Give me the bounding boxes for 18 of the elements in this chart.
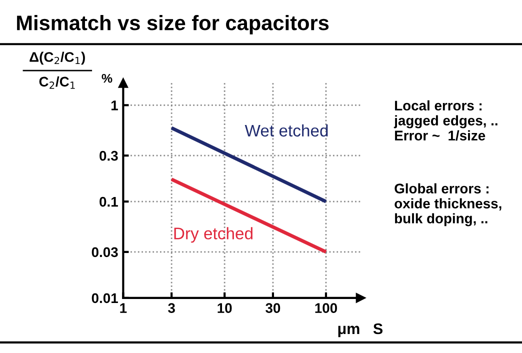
y-tick-label: 1 (111, 100, 118, 110)
x-axis-title: μm S (338, 323, 383, 338)
y-tick-label: 0.03 (92, 247, 118, 258)
series-label: Wet etched (244, 124, 328, 137)
x-tick-label: 100 (315, 303, 337, 313)
text: Global errors : oxide thickness, bulk doping, .. (394, 183, 502, 226)
x-tick-label: 10 (218, 303, 232, 313)
text: Local errors : jagged edges, .. Error ~ 1/size (394, 100, 498, 141)
text: % (102, 74, 112, 83)
x-tick-label: 3 (168, 303, 175, 314)
y-tick-label: 0.01 (92, 293, 118, 304)
x-tick-label: 30 (266, 303, 280, 314)
series-label: Dry etched (174, 227, 252, 243)
y-tick-label: 0.1 (100, 196, 118, 207)
y-tick-label: 0.3 (100, 150, 118, 161)
chart-title: Mismatch vs size for capacitors (17, 15, 329, 34)
x-tick-label: 1 (120, 303, 127, 313)
text: Δ(C$_{2}$/C$_{1}$) C$_{2}$/C$_{1}$ (30, 52, 85, 89)
